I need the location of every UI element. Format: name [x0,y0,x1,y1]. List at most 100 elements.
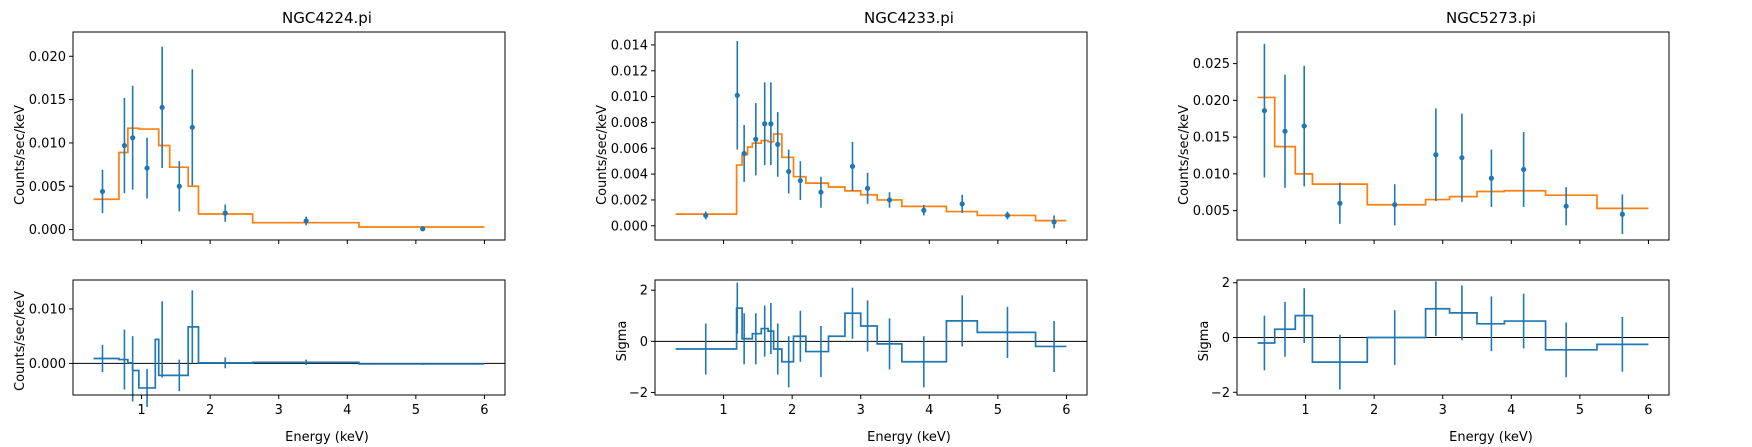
data-point [1337,200,1343,206]
panel-2-title: NGC4233.pi [864,9,954,27]
panel-3-xlabel: Energy (keV) [1449,430,1533,445]
main-ytick-label: 0.000 [29,223,66,238]
data-point [1433,152,1439,158]
resid-ytick-label: 2 [640,284,648,299]
main-ytick-label: 0.020 [29,50,66,65]
panel-2-residual-plot: −2 0 2 1 2 3 4 5 6 [629,279,1088,418]
data-point [159,104,165,110]
data-point [703,212,709,219]
panel-2-xlabel: Energy (keV) [867,430,951,445]
data-point [130,135,136,141]
resid-xtick-label: 2 [788,403,796,418]
panel-2-resid-ylabel: Sigma [615,321,630,362]
resid-frame [1236,279,1670,396]
residual-step-line [675,307,1067,363]
data-point [741,150,747,157]
main-frame [1236,31,1670,241]
data-point [786,168,792,175]
panel-1: NGC4224.pi Counts/sec/keV Counts/sec/keV… [13,9,506,445]
main-ytick-label: 0.000 [611,219,648,234]
data-point [886,197,893,203]
main-ytick-label: 0.012 [611,64,648,79]
resid-ytick-label: −2 [1211,386,1230,401]
main-ytick-label: 0.005 [29,180,66,195]
data-point [1301,123,1307,129]
resid-xtick-label: 1 [719,403,727,418]
resid-ytick-label: 2 [1222,276,1230,291]
data-point [1459,155,1465,161]
main-ytick-label: 0.006 [611,142,648,157]
data-point [734,92,740,98]
main-ytick-label: 0.010 [29,136,66,151]
data-point [1563,203,1569,209]
data-point [762,121,768,127]
panel-1-residual-plot: 0.000 0.010 1 2 3 4 5 6 [29,279,506,418]
main-ytick-label: 0.010 [1193,167,1230,182]
resid-xtick-label: 5 [1576,403,1584,418]
main-frame [654,31,1088,241]
resid-ytick-label: 0.000 [29,357,66,372]
data-point [1004,212,1011,219]
panel-3-ylabel: Counts/sec/keV [1177,105,1192,205]
data-point [818,189,824,195]
data-point [849,163,856,169]
data-point [921,207,927,213]
panel-3-residual-plot: −2 0 2 1 2 3 4 5 6 [1211,276,1670,418]
data-point [1392,202,1398,208]
main-ytick-label: 0.014 [611,38,648,53]
data-point [797,177,803,184]
resid-xtick-label: 1 [137,403,145,418]
panel-1-main-plot: 0.000 0.005 0.010 0.015 0.020 [29,31,506,244]
panel-3: NGC5273.pi Counts/sec/keV Sigma Energy (… [1177,9,1670,445]
resid-xtick-label: 3 [857,403,865,418]
resid-xtick-label: 5 [994,403,1002,418]
data-point [420,226,426,232]
main-ytick-label: 0.015 [1193,131,1230,146]
data-point [864,185,871,191]
main-ytick-label: 0.008 [611,116,648,131]
main-ytick-label: 0.015 [29,93,66,108]
resid-xtick-label: 3 [275,403,283,418]
data-point [121,142,128,149]
main-frame [72,31,506,241]
panel-2: NGC4233.pi Counts/sec/keV Sigma Energy (… [595,9,1088,445]
resid-xtick-label: 3 [1439,403,1447,418]
data-point [1282,128,1288,134]
data-point [768,121,774,127]
data-point [222,210,228,216]
main-ytick-label: 0.004 [611,168,648,183]
main-ytick-label: 0.005 [1193,204,1230,219]
data-point [176,183,182,189]
panel-3-main-plot: 0.005 0.010 0.015 0.020 0.025 [1193,31,1670,244]
residual-step-line [93,326,485,389]
panel-3-title: NGC5273.pi [1446,9,1536,27]
model-step-line [93,127,485,228]
resid-ytick-label: −2 [629,386,648,401]
resid-xtick-label: 5 [412,403,420,418]
resid-xtick-label: 6 [1062,403,1070,418]
panel-1-ylabel: Counts/sec/keV [13,105,28,205]
data-point [1521,166,1527,173]
panel-3-resid-ylabel: Sigma [1197,321,1212,362]
resid-xtick-label: 4 [925,403,933,418]
resid-xtick-label: 2 [206,403,214,418]
data-point [1488,175,1494,181]
resid-xtick-label: 6 [1644,403,1652,418]
data-point [303,218,309,224]
main-ytick-label: 0.002 [611,193,648,208]
data-point [775,141,781,147]
data-point [959,201,965,207]
resid-ytick-label: 0 [640,335,648,350]
data-point [99,188,106,195]
panel-1-xlabel: Energy (keV) [285,430,369,445]
residual-step-line [1257,307,1649,363]
panel-2-main-plot: 0.000 0.002 0.004 0.006 0.008 0.010 0.012 0.014 [611,31,1088,244]
resid-xtick-label: 1 [1301,403,1309,418]
panel-1-title: NGC4224.pi [282,9,372,27]
data-point [1619,211,1625,217]
resid-ytick-label: 0 [1222,331,1230,346]
resid-xtick-label: 2 [1370,403,1378,418]
resid-ytick-label: 0.010 [29,302,66,317]
data-point [1261,108,1268,114]
resid-xtick-label: 4 [343,403,351,418]
